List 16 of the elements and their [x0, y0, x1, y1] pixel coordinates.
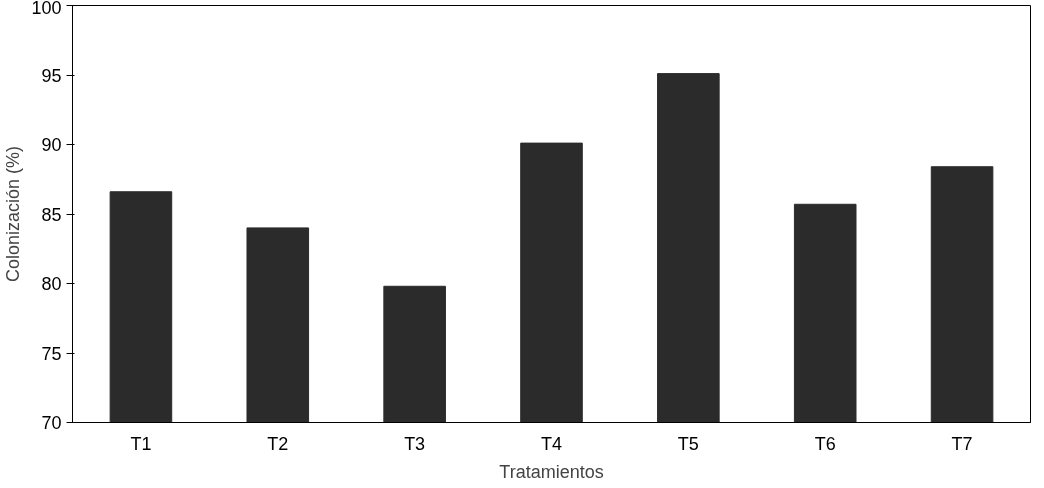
x-tick-label: T3	[404, 433, 426, 454]
y-tick-label: 90	[41, 135, 62, 155]
x-tick-label: T4	[541, 433, 563, 454]
y-tick-label: 100	[31, 0, 62, 18]
x-axis-title: Tratamientos	[499, 461, 604, 482]
x-tick-label: T1	[130, 433, 152, 454]
x-tick-label: T2	[267, 433, 289, 454]
y-tick-label: 85	[41, 204, 62, 225]
x-tick-label: T6	[814, 433, 836, 454]
y-tick-label: 75	[41, 343, 62, 364]
y-tick-label: 70	[41, 413, 62, 433]
y-tick-label: 95	[41, 65, 62, 86]
x-tick-label: T5	[677, 433, 699, 454]
y-axis-title: Colonización (%)	[3, 145, 24, 283]
x-tick-label: T7	[951, 433, 973, 454]
y-tick-label: 80	[41, 274, 62, 294]
